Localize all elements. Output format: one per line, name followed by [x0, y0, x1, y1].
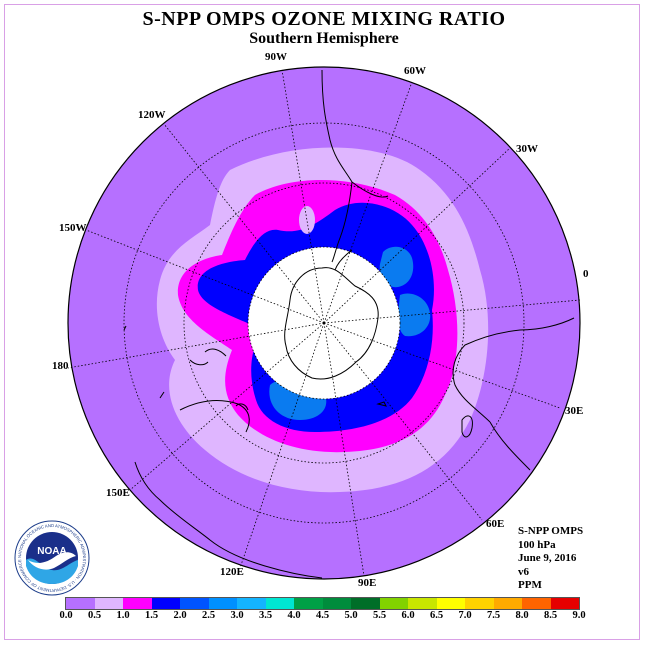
meridian-180	[67, 322, 325, 369]
meridian-60e	[323, 322, 483, 521]
colorbar-tick-label: 1.5	[144, 610, 159, 621]
meridian-60w	[323, 81, 413, 324]
colorbar-swatch	[151, 598, 180, 609]
colorbar-tick-label: 0.5	[87, 610, 102, 621]
lon-label-30w: 30W	[516, 143, 538, 155]
colorbar-swatch	[436, 598, 465, 609]
lon-label-90w: 90W	[265, 51, 287, 63]
colorbar-swatch	[408, 598, 437, 609]
colorbar-swatch	[493, 598, 522, 609]
lon-label-60w: 60W	[404, 65, 426, 77]
lon-label-180: 180	[52, 360, 69, 372]
colorbar-tick-label: 8.0	[515, 610, 529, 621]
south-america-east	[351, 181, 389, 198]
noaa-logo-text: NOAA	[37, 546, 66, 557]
contour-2.0-a	[379, 246, 414, 288]
ozone-field	[68, 67, 580, 579]
meridian-90e	[323, 322, 365, 577]
colorbar-tick-label: 7.5	[486, 610, 501, 621]
colorbar-swatch	[351, 598, 380, 609]
colorbar-tick-label: 8.5	[543, 610, 558, 621]
meridian-0	[323, 299, 581, 324]
colorbar-swatch	[522, 598, 551, 609]
colorbar-tick-label: 3.0	[230, 610, 244, 621]
contour-enclave	[299, 206, 315, 234]
info-panel: S-NPP OMPS 100 hPa June 9, 2016 v6 PPM	[518, 525, 583, 593]
meridian-120w	[163, 123, 325, 324]
colorbar-tick-label: 4.0	[287, 610, 301, 621]
colorbar-swatch	[237, 598, 266, 609]
colorbar-tick-label: 7.0	[458, 610, 472, 621]
pole-point	[322, 321, 326, 325]
africa-coast	[452, 317, 575, 423]
map-subtitle: Southern Hemisphere	[249, 30, 399, 47]
south-america-coast	[321, 69, 353, 263]
tasmania	[235, 403, 249, 411]
info-date: June 9, 2016	[518, 552, 577, 564]
colorbar-swatch	[123, 598, 152, 609]
colorbar-tick-label: 3.5	[258, 610, 273, 621]
info-version: v6	[518, 565, 529, 578]
lon-label-0: 0	[583, 268, 589, 280]
colorbar-tick-label: 5.5	[372, 610, 387, 621]
lon-label-30e: 30E	[565, 405, 583, 417]
islands-west	[123, 325, 165, 399]
latitude-circle	[183, 182, 465, 464]
antarctica-coast	[284, 267, 379, 380]
colorbar-swatch	[294, 598, 323, 609]
lon-label-90e: 90E	[358, 577, 376, 589]
figure-frame	[4, 4, 640, 640]
meridian-30w	[323, 147, 511, 324]
new-zealand	[189, 348, 227, 366]
colorbar-swatch	[265, 598, 294, 609]
colorbar-swatch	[465, 598, 494, 609]
graticule	[67, 69, 581, 577]
madagascar	[461, 415, 473, 438]
map-boundary	[67, 66, 581, 580]
lon-label-120w: 120W	[138, 109, 166, 121]
colorbar	[65, 597, 580, 610]
colorbar-swatch	[180, 598, 209, 609]
colorbar-swatch	[550, 598, 579, 609]
latitude-circle	[123, 122, 525, 524]
colorbar-swatch	[379, 598, 408, 609]
meridian-120e	[239, 322, 325, 569]
meridian-150w	[85, 229, 325, 324]
colorbar-tick-label: 2.0	[173, 610, 187, 621]
colorbar-tick-label: 5.0	[344, 610, 358, 621]
colorbar-swatch	[94, 598, 123, 609]
contour-2.0-b	[398, 293, 431, 337]
africa-east	[489, 421, 531, 471]
colorbar-tick-label: 6.0	[401, 610, 415, 621]
info-level: 100 hPa	[518, 538, 556, 551]
colorbar-tick-label: 0.0	[59, 610, 73, 621]
colorbar-tick-label: 1.0	[116, 610, 130, 621]
meridian-90w	[281, 69, 325, 324]
colorbar-swatch	[66, 598, 95, 609]
info-units: PPM	[518, 579, 542, 591]
colorbar-tick-label: 9.0	[572, 610, 586, 621]
antarctic-peninsula	[334, 249, 353, 271]
colorbar-swatch	[208, 598, 237, 609]
meridian-150e	[129, 322, 325, 491]
kerguelen	[376, 401, 387, 407]
lon-label-150e: 150E	[106, 487, 130, 499]
lon-label-120e: 120E	[220, 566, 244, 578]
info-product: S-NPP OMPS	[518, 525, 584, 537]
colorbar-swatch	[322, 598, 351, 609]
noaa-logo: NOAA NATIONAL OCEANIC AND ATMOSPHERIC AD…	[14, 520, 90, 596]
latitude-circle	[247, 246, 401, 400]
australia-coast	[134, 461, 323, 579]
longitude-labels: 0 30W 60W 90W 120W 150W 180 150E 120E 90…	[52, 51, 589, 589]
lon-label-150w: 150W	[59, 222, 87, 234]
lon-label-60e: 60E	[486, 518, 504, 530]
coastlines	[123, 69, 575, 579]
colorbar-tick-label: 6.5	[429, 610, 444, 621]
colorbar-tick-label: 4.5	[315, 610, 330, 621]
map-title: S-NPP OMPS OZONE MIXING RATIO	[142, 8, 506, 30]
colorbar-tick-label: 2.5	[201, 610, 216, 621]
